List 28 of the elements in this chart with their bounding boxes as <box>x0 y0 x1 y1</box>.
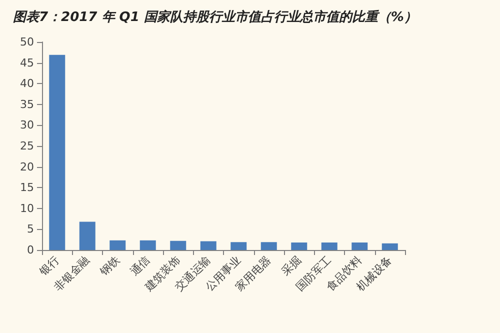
bar <box>79 222 96 250</box>
x-tick-label: 钢铁 <box>96 253 122 279</box>
y-tick-label: 10 <box>20 202 34 215</box>
y-tick-label: 40 <box>20 77 34 90</box>
y-tick-label: 20 <box>20 160 34 174</box>
bar <box>49 54 66 250</box>
y-tick-label: 35 <box>20 98 34 111</box>
y-tick-label: 30 <box>20 118 34 132</box>
x-tick-label: 采掘 <box>278 253 304 278</box>
bar <box>291 242 308 250</box>
bar <box>352 242 368 250</box>
chart-title: 图表7：2017 年 Q1 国家队持股行业市值占行业总市值的比重（%） <box>13 9 417 25</box>
y-tick-label: 50 <box>20 36 34 48</box>
bar <box>140 240 156 250</box>
bar <box>321 242 338 250</box>
y-tick-label: 5 <box>27 222 34 236</box>
bar <box>382 243 398 250</box>
y-tick-label: 45 <box>20 56 34 70</box>
x-tick-label: 银行 <box>36 253 62 279</box>
y-tick-label: 0 <box>27 244 34 256</box>
x-tick-label: 通信 <box>128 253 152 278</box>
y-tick-label: 25 <box>20 140 34 152</box>
bar <box>110 240 126 250</box>
y-tick-label: 15 <box>20 181 34 194</box>
bar <box>170 240 186 250</box>
bar <box>260 242 277 250</box>
bar <box>230 242 247 250</box>
bar <box>200 241 216 250</box>
